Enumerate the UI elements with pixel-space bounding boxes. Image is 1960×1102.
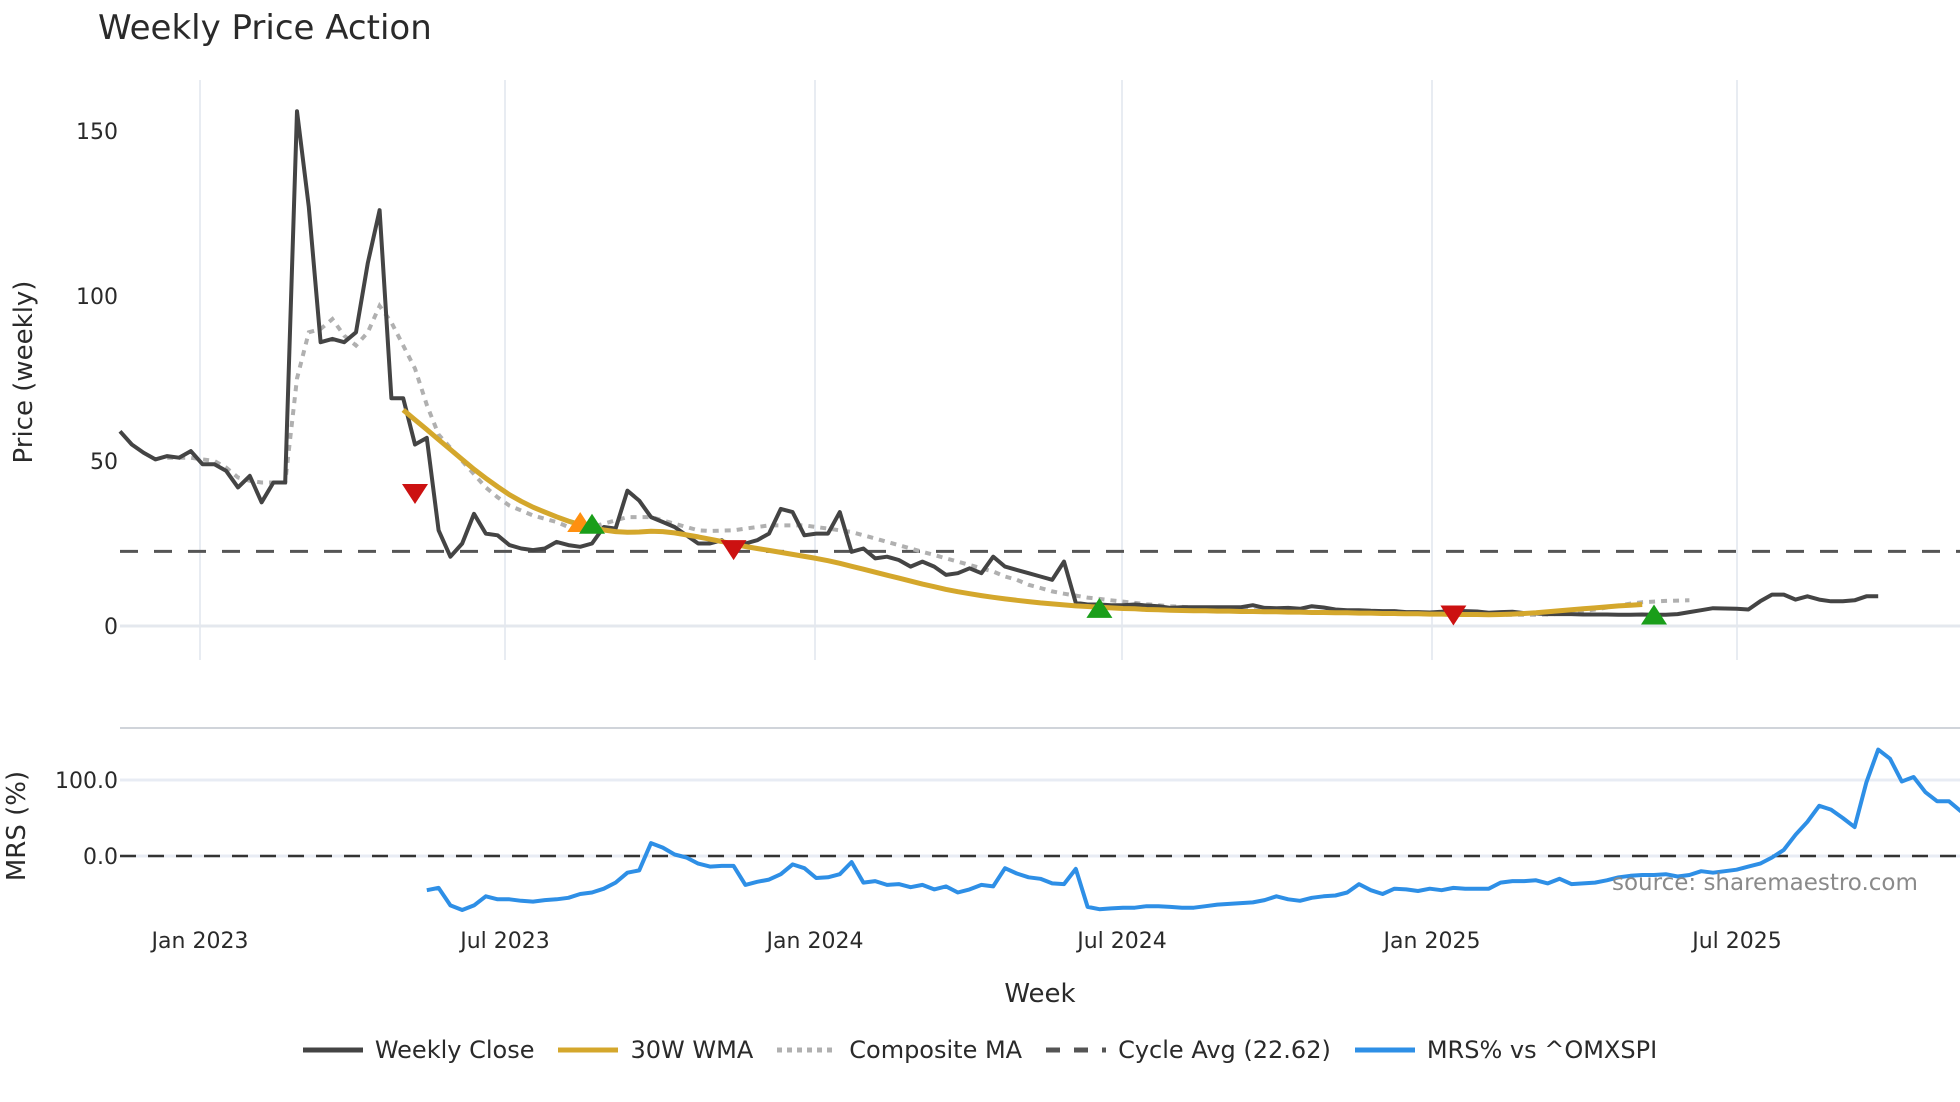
x-tick-jan-2024: Jan 2024 [765,929,864,954]
wma-30w-line [401,407,1643,618]
composite-ma-line [167,301,1690,617]
legend-label: Weekly Close [374,1036,535,1064]
legend-label: 30W WMA [630,1036,754,1064]
signal-markers [402,484,1667,626]
legend-item-composite-ma[interactable]: Composite MA [777,1036,1022,1064]
legend-item-mrs[interactable]: MRS% vs ^OMXSPI [1354,1036,1658,1064]
sell-signal-triangle-icon [402,484,428,504]
x-axis-title: Week [1004,979,1075,1009]
x-tick-jul-2025: Jul 2025 [1690,929,1782,954]
price-tick-150: 150 [76,120,118,145]
mrs-tick-0: 0.0 [83,845,118,870]
sell-signal-triangle-icon [720,540,747,561]
mrs-line [426,747,1960,912]
legend-label: MRS% vs ^OMXSPI [1426,1036,1658,1064]
mrs-axis-title: MRS (%) [2,771,32,881]
solid-line-swatch-icon [558,1047,619,1053]
x-tick-jul-2023: Jul 2023 [458,929,550,954]
x-tick-jan-2023: Jan 2023 [150,929,249,954]
dotted-line-swatch-icon [777,1047,838,1053]
legend-item-weekly-close[interactable]: Weekly Close [302,1036,535,1064]
legend-item-30w-wma[interactable]: 30W WMA [558,1036,753,1064]
solid-line-swatch-icon [302,1047,363,1053]
legend: Weekly Close 30W WMA Composite MA Cycle … [0,1036,1960,1064]
source-note: source: sharemaestro.com [1612,870,1918,896]
weekly-close-line [118,109,1879,617]
buy-signal-triangle-icon [1086,597,1113,618]
sell-signal-triangle-icon [1440,605,1467,626]
x-tick-jan-2025: Jan 2025 [1382,929,1481,954]
buy-signal-triangle-icon [579,513,605,534]
mrs-tick-100: 100.0 [55,769,118,794]
legend-label: Cycle Avg (22.62) [1118,1036,1331,1064]
legend-label: Composite MA [849,1036,1023,1064]
price-axis-title: Price (weekly) [9,281,39,464]
dashed-line-swatch-icon [1046,1047,1107,1053]
solid-line-swatch-icon [1354,1047,1415,1053]
price-gridlines [120,80,1960,660]
price-tick-100: 100 [76,285,118,310]
x-tick-jul-2024: Jul 2024 [1075,929,1167,954]
price-tick-50: 50 [90,450,118,475]
buy-signal-triangle-icon [1641,604,1667,625]
chart-title: Weekly Price Action [98,8,432,48]
legend-item-cycle-avg[interactable]: Cycle Avg (22.62) [1046,1036,1331,1064]
mrs-gridlines [120,778,1960,858]
price-tick-0: 0 [104,615,118,640]
